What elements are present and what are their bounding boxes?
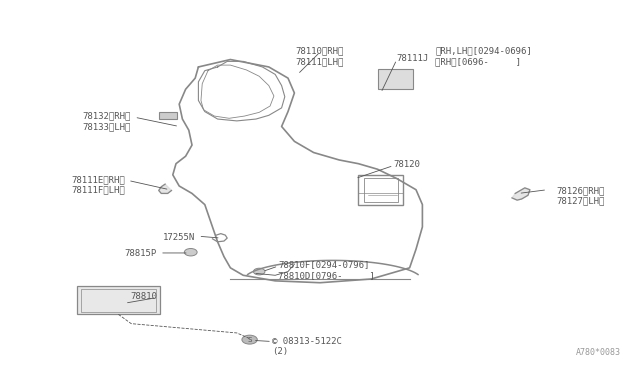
- Text: 78810F[0294-0796]
78810D[0796-     ]: 78810F[0294-0796] 78810D[0796- ]: [278, 260, 375, 280]
- Bar: [159, 112, 177, 119]
- Bar: [364, 178, 398, 202]
- Text: 78810: 78810: [130, 292, 157, 301]
- Text: 78126〈RH〉
78127〈LH〉: 78126〈RH〉 78127〈LH〉: [557, 186, 605, 205]
- Text: 78111E〈RH〉
78111F〈LH〉: 78111E〈RH〉 78111F〈LH〉: [71, 175, 125, 194]
- Polygon shape: [512, 188, 530, 200]
- Text: 78815P: 78815P: [125, 249, 157, 258]
- Text: 78132〈RH〉
78133〈LH〉: 78132〈RH〉 78133〈LH〉: [83, 112, 131, 131]
- Text: S: S: [248, 337, 252, 343]
- Bar: [378, 69, 413, 89]
- Bar: [358, 175, 403, 205]
- Polygon shape: [159, 184, 172, 193]
- Text: 78111J: 78111J: [397, 54, 429, 63]
- Bar: [77, 286, 160, 314]
- Text: 78120: 78120: [394, 160, 420, 169]
- Circle shape: [184, 248, 197, 256]
- Text: 17255N: 17255N: [163, 232, 195, 241]
- Circle shape: [253, 268, 265, 275]
- Circle shape: [242, 335, 257, 344]
- Text: © 08313-5122C
(2): © 08313-5122C (2): [272, 337, 342, 356]
- Text: A780*0083: A780*0083: [576, 348, 621, 357]
- Bar: [81, 289, 156, 312]
- Text: 〈RH,LH〉[0294-0696]
〈RH〉[0696-     ]: 〈RH,LH〉[0294-0696] 〈RH〉[0696- ]: [435, 46, 532, 66]
- Text: 78110〈RH〉
78111〈LH〉: 78110〈RH〉 78111〈LH〉: [296, 46, 344, 66]
